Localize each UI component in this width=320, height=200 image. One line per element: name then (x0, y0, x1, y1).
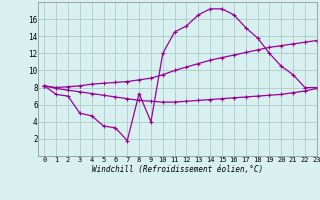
X-axis label: Windchill (Refroidissement éolien,°C): Windchill (Refroidissement éolien,°C) (92, 165, 263, 174)
